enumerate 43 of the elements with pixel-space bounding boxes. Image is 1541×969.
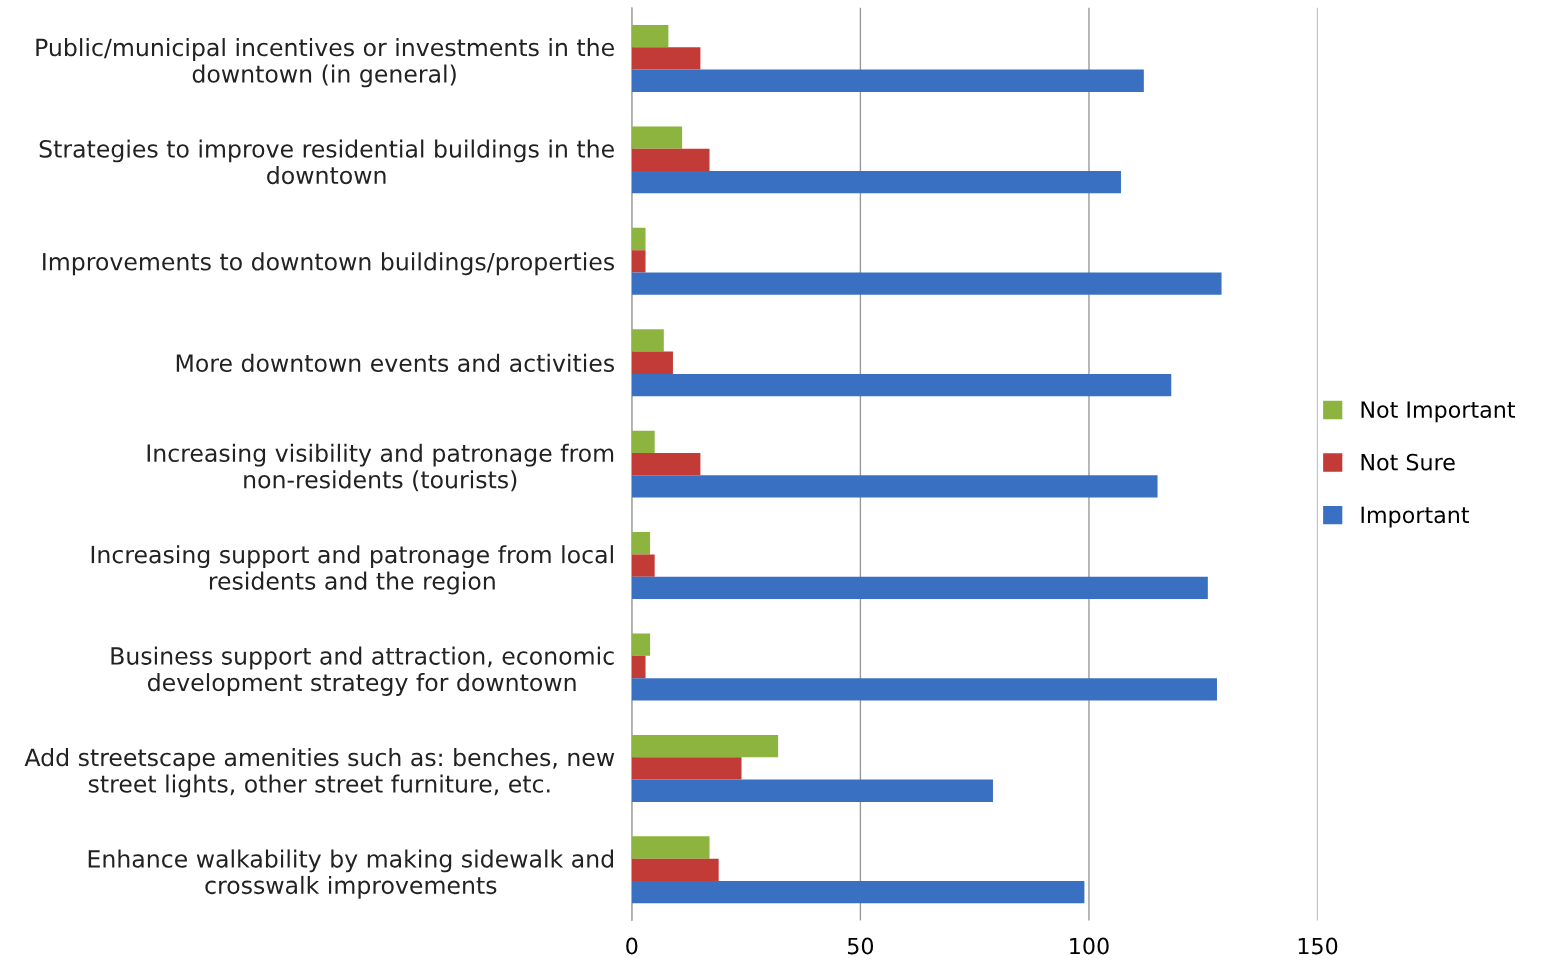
y-tick-label: Improvements to downtown buildings/properties xyxy=(43,252,614,276)
bar xyxy=(631,532,651,555)
y-tick-label: Public/municipal incentives or investments in the downtown (in general) xyxy=(36,38,614,88)
bar xyxy=(631,452,701,476)
bar xyxy=(631,126,683,149)
bar xyxy=(631,633,651,656)
y-tick-label: Increasing support and patronage from local residents and the region xyxy=(91,545,613,595)
bar xyxy=(631,779,993,802)
y-tick-label: Enhance walkability by making sidewalk and crosswalk improvements xyxy=(88,849,613,899)
x-tick-label: 100 xyxy=(1070,937,1109,955)
bar xyxy=(631,757,742,780)
bar xyxy=(631,148,710,172)
legend-label: Not Sure xyxy=(1361,453,1455,471)
bar xyxy=(631,881,1085,904)
bar xyxy=(631,475,1158,498)
x-tick-label: 150 xyxy=(1298,937,1338,955)
x-tick-label: 0 xyxy=(626,937,638,955)
bar xyxy=(631,329,664,352)
bar xyxy=(631,69,1144,92)
bar xyxy=(631,227,646,251)
bar xyxy=(631,171,1121,194)
bar xyxy=(631,272,1222,295)
bar xyxy=(631,576,1208,600)
bar xyxy=(631,351,673,374)
bar xyxy=(631,373,1172,397)
y-tick-label: Strategies to improve residential buildings in the downtown xyxy=(39,139,614,185)
legend-label: Important xyxy=(1361,506,1470,528)
x-tick-label: 50 xyxy=(847,937,874,955)
bar xyxy=(631,678,1217,701)
bar xyxy=(631,655,646,679)
bar xyxy=(631,836,710,859)
legend-label: Not Important xyxy=(1361,401,1516,423)
bar xyxy=(631,430,655,453)
y-tick-label: More downtown events and activities xyxy=(176,353,614,373)
y-tick-label: Add streetscape amenities such as: benches, new street lights, other street furniture, etc. xyxy=(24,748,615,798)
y-tick-label: Increasing visibility and patronage from non-residents (tourists) xyxy=(147,443,614,492)
bar xyxy=(631,858,719,881)
bar xyxy=(631,47,701,70)
bar xyxy=(631,734,779,758)
y-tick-label: Business support and attraction, economic development strategy for downtown xyxy=(111,646,614,696)
bar xyxy=(631,554,655,577)
bar xyxy=(631,24,669,48)
bar xyxy=(631,250,646,273)
